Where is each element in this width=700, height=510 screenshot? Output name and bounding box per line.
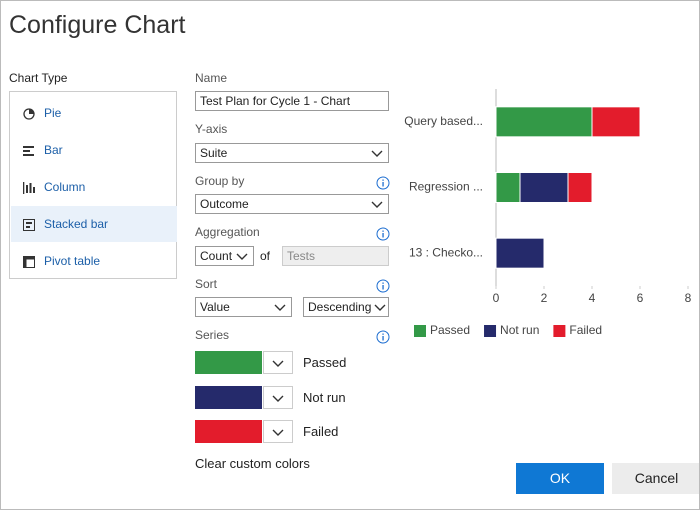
chevron [274, 304, 286, 311]
name-label: Name [195, 71, 228, 85]
x-tick-label: 8 [685, 291, 692, 305]
color-swatch[interactable] [195, 420, 262, 443]
column-icon [23, 182, 35, 194]
series-name: Passed [303, 355, 347, 370]
option-text: Pie [44, 106, 62, 120]
bar-segment [495, 237, 545, 269]
pie-icon [23, 108, 35, 120]
chevron [371, 150, 383, 157]
select-text: Descending [308, 300, 372, 314]
x-tick-label: 4 [589, 291, 596, 305]
cancel-button[interactable]: Cancel [612, 463, 699, 494]
legend-label: Not run [500, 323, 539, 337]
option-text: Column [44, 180, 86, 194]
bar-segment [495, 106, 593, 138]
chart-type-option[interactable]: Bar [11, 132, 177, 168]
select-text: Count [200, 249, 233, 263]
chevron [236, 253, 248, 260]
sort-order-select[interactable]: Descending [303, 297, 389, 317]
yaxis-label: Y-axis [195, 122, 228, 136]
color-dropdown[interactable] [263, 420, 293, 443]
select-text: Suite [200, 146, 228, 160]
sort-by-select[interactable]: Value [195, 297, 292, 317]
chevron [272, 429, 284, 436]
yaxis-select[interactable]: Suite [195, 143, 389, 163]
x-tick-label: 2 [541, 291, 548, 305]
button-text: Cancel [634, 470, 679, 486]
chart-type-option[interactable]: Pivot table [11, 243, 177, 279]
color-dropdown[interactable] [263, 385, 293, 409]
aggregation-label: Aggregation [195, 225, 260, 239]
sort-label: Sort [195, 277, 218, 291]
dialog-title: Configure Chart [9, 11, 186, 39]
legend-swatch [484, 325, 497, 337]
option-text: Bar [44, 143, 63, 157]
info-icon[interactable] [376, 227, 390, 241]
input-text: Test Plan for Cycle 1 - Chart [200, 94, 351, 108]
option-text: Stacked bar [44, 217, 109, 231]
of-text: of [260, 249, 271, 263]
chevron [272, 395, 284, 402]
series-name: Not run [303, 389, 346, 405]
name-input[interactable]: Test Plan for Cycle 1 - Chart [195, 91, 389, 111]
legend-label: Failed [569, 323, 602, 337]
info-icon[interactable] [376, 176, 390, 190]
group-by-select[interactable]: Outcome [195, 194, 389, 214]
button-text: OK [549, 470, 571, 486]
clear-colors-link[interactable]: Clear custom colors [195, 456, 310, 471]
chart-type-option-selected[interactable]: Stacked bar [11, 206, 177, 242]
aggregation-field: Tests [282, 246, 389, 266]
select-text: Value [200, 300, 230, 314]
chevron [371, 201, 383, 208]
y-tick-label: Regression ... [409, 180, 483, 194]
series-name: Failed [303, 424, 339, 439]
bar-segment [495, 172, 521, 203]
aggregation-select[interactable]: Count [195, 246, 254, 266]
chevron [272, 360, 284, 367]
legend-label: Passed [430, 323, 470, 337]
info-icon[interactable] [376, 330, 390, 344]
y-tick-label: 13 : Checko... [409, 245, 483, 259]
chart-type-option[interactable]: Column [11, 169, 177, 205]
select-text: Outcome [200, 197, 249, 211]
bar-icon [23, 146, 34, 156]
legend-swatch [553, 325, 566, 337]
stacked-bar-icon [23, 219, 35, 231]
option-text: Pivot table [44, 254, 101, 268]
x-tick-label: 6 [637, 291, 644, 305]
color-swatch[interactable] [195, 351, 262, 374]
chart-type-label: Chart Type [9, 71, 68, 85]
y-tick-label: Query based... [404, 114, 483, 128]
bar-segment [519, 172, 569, 203]
chart-type-option[interactable]: Pie [11, 95, 177, 131]
info-icon[interactable] [376, 279, 390, 293]
chart-type-list: Pie Bar Column Stacked bar Pivot table [9, 91, 177, 279]
legend-swatch [414, 325, 426, 337]
bar-segment [591, 106, 641, 138]
group-by-label: Group by [195, 174, 245, 188]
chart-preview: 0 2 4 6 8 Query based... Regression ... 13 : Ch… [404, 89, 692, 337]
color-swatch[interactable] [195, 385, 262, 409]
input-text: Tests [287, 249, 316, 263]
series-label: Series [195, 328, 230, 342]
x-tick-label: 0 [493, 291, 500, 305]
bar-segment [567, 172, 593, 203]
pivot-icon [23, 256, 35, 268]
chevron [374, 304, 386, 311]
color-dropdown[interactable] [263, 351, 293, 374]
ok-button[interactable]: OK [516, 463, 604, 494]
